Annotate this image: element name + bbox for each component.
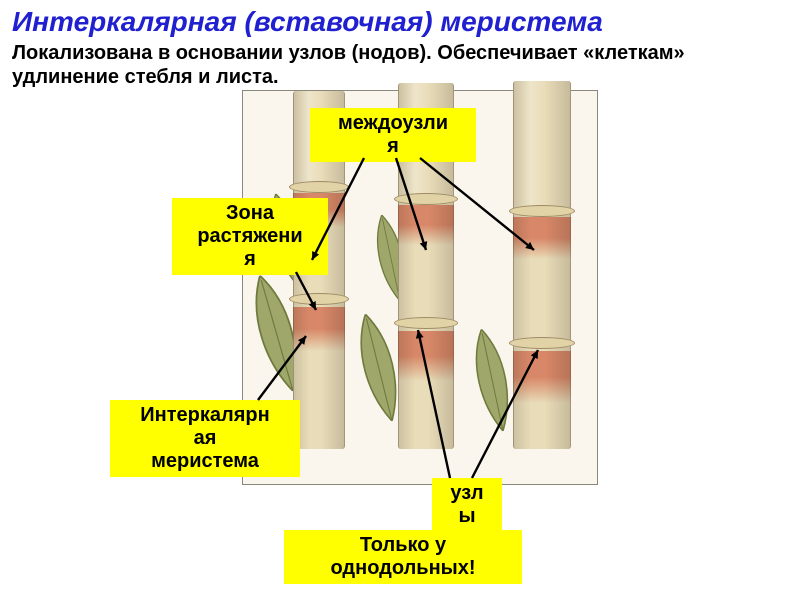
page-title: Интеркалярная (вставочная) меристема	[12, 6, 603, 38]
label-nodes: узл ы	[432, 478, 502, 532]
label-elongation-zone: Зона растяжени я	[172, 198, 328, 275]
label-internodes: междоузли я	[310, 108, 476, 162]
stem-segment	[398, 323, 454, 449]
label-monocots-only: Только у однодольных!	[284, 530, 522, 584]
subtitle-line-2: удлинение стебля и листа.	[12, 66, 279, 89]
stem-node	[394, 317, 458, 329]
stem-node	[509, 205, 575, 217]
stem-segment	[398, 199, 454, 323]
stem-node	[289, 293, 349, 305]
stem-segment	[293, 299, 345, 449]
subtitle-line-1: Локализована в основании узлов (нодов). …	[12, 42, 685, 65]
stem-node	[289, 181, 349, 193]
label-intercalary-meristem: Интеркалярн ая меристема	[110, 400, 300, 477]
stem-segment	[513, 343, 571, 449]
stem-segment	[513, 81, 571, 211]
stem-node	[509, 337, 575, 349]
stem-segment	[513, 211, 571, 343]
stem-node	[394, 193, 458, 205]
